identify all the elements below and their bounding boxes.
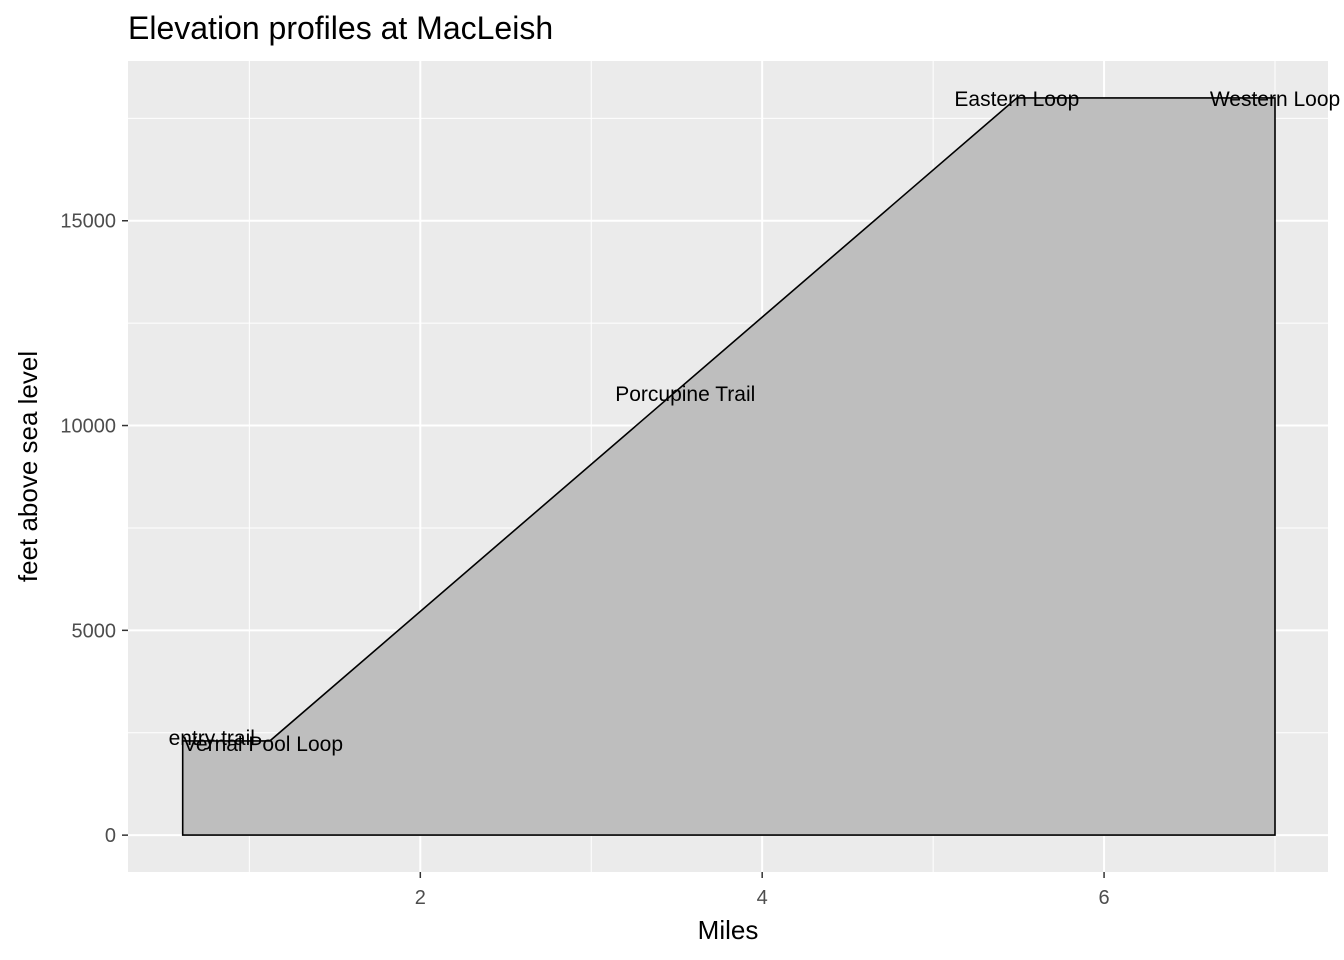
y-tick-label: 5000 <box>72 620 117 642</box>
annotation-label: Vernal Pool Loop <box>183 733 343 756</box>
x-tick-label: 6 <box>1099 887 1110 909</box>
y-tick-label: 10000 <box>60 416 116 438</box>
x-tick-label: 4 <box>757 887 768 909</box>
x-tick-label: 2 <box>415 887 426 909</box>
x-axis-title: Miles <box>698 915 759 945</box>
y-axis: 0 5000 10000 15000 <box>60 211 128 847</box>
chart-title: Elevation profiles at MacLeish <box>128 10 554 46</box>
elevation-area <box>181 97 1276 836</box>
annotation-label: Porcupine Trail <box>615 383 755 406</box>
y-axis-title: feet above sea level <box>13 351 43 582</box>
y-tick-label: 15000 <box>60 211 116 233</box>
annotation-label: Eastern Loop <box>954 88 1079 111</box>
annotation-label: Western Loop <box>1210 88 1340 111</box>
annotation-label: entry trail <box>169 727 255 750</box>
x-axis: 2 4 6 <box>415 872 1110 909</box>
y-tick-label: 0 <box>105 825 116 847</box>
